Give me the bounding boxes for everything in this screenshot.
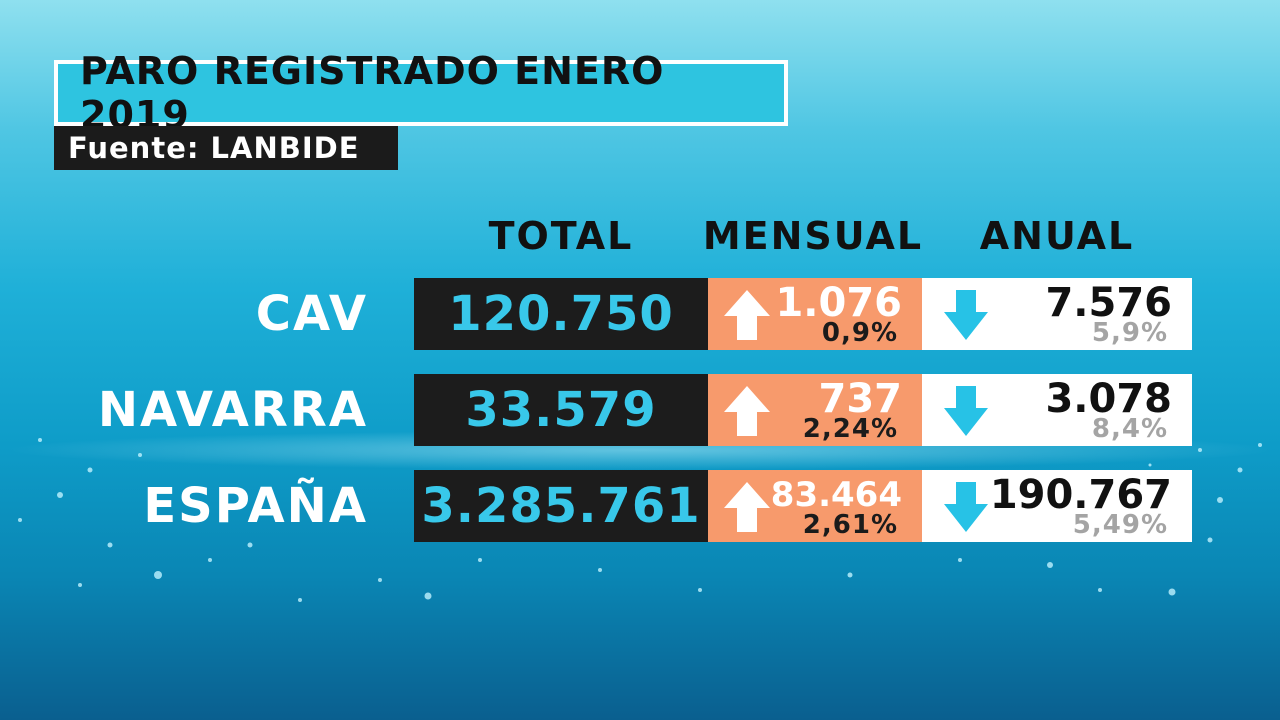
mensual-cell-espana: 83.464 2,61% [708, 470, 922, 542]
mensual-cell-navarra: 737 2,24% [708, 374, 922, 446]
mensual-value-espana: 83.464 [770, 475, 902, 515]
arrow-up-icon [724, 290, 770, 340]
mensual-value-cav: 1.076 [775, 280, 902, 326]
anual-cell-espana: 190.767 5,49% [922, 470, 1192, 542]
mensual-cell-cav: 1.076 0,9% [708, 278, 922, 350]
page-title: PARO REGISTRADO ENERO 2019 [58, 49, 784, 137]
arrow-up-icon [724, 386, 770, 436]
total-espana: 3.285.761 [414, 470, 708, 542]
column-header-anual: ANUAL [979, 214, 1135, 258]
source-label: Fuente: LANBIDE [54, 126, 398, 170]
total-cav: 120.750 [414, 278, 708, 350]
anual-pct-cav: 5,9% [1091, 318, 1168, 348]
arrow-down-icon [944, 290, 988, 340]
arrow-down-icon [944, 386, 988, 436]
row-label-cav: CAV [255, 286, 368, 342]
anual-cell-cav: 7.576 5,9% [922, 278, 1192, 350]
row-label-espana: ESPAÑA [143, 478, 368, 534]
anual-cell-navarra: 3.078 8,4% [922, 374, 1192, 446]
anual-pct-espana: 5,49% [1072, 510, 1168, 540]
title-box: PARO REGISTRADO ENERO 2019 [54, 49, 788, 137]
anual-value-cav: 7.576 [1045, 280, 1172, 326]
mensual-pct-navarra: 2,24% [802, 414, 898, 444]
column-header-mensual: MENSUAL [702, 214, 924, 258]
total-navarra: 33.579 [414, 374, 708, 446]
arrow-up-icon [724, 482, 770, 532]
column-header-total: TOTAL [488, 214, 634, 258]
row-label-navarra: NAVARRA [97, 382, 368, 438]
anual-value-espana: 190.767 [989, 472, 1172, 518]
anual-pct-navarra: 8,4% [1091, 414, 1168, 444]
mensual-value-navarra: 737 [818, 376, 903, 422]
mensual-pct-espana: 2,61% [802, 510, 898, 540]
arrow-down-icon [944, 482, 988, 532]
anual-value-navarra: 3.078 [1045, 376, 1172, 422]
mensual-pct-cav: 0,9% [821, 318, 898, 348]
